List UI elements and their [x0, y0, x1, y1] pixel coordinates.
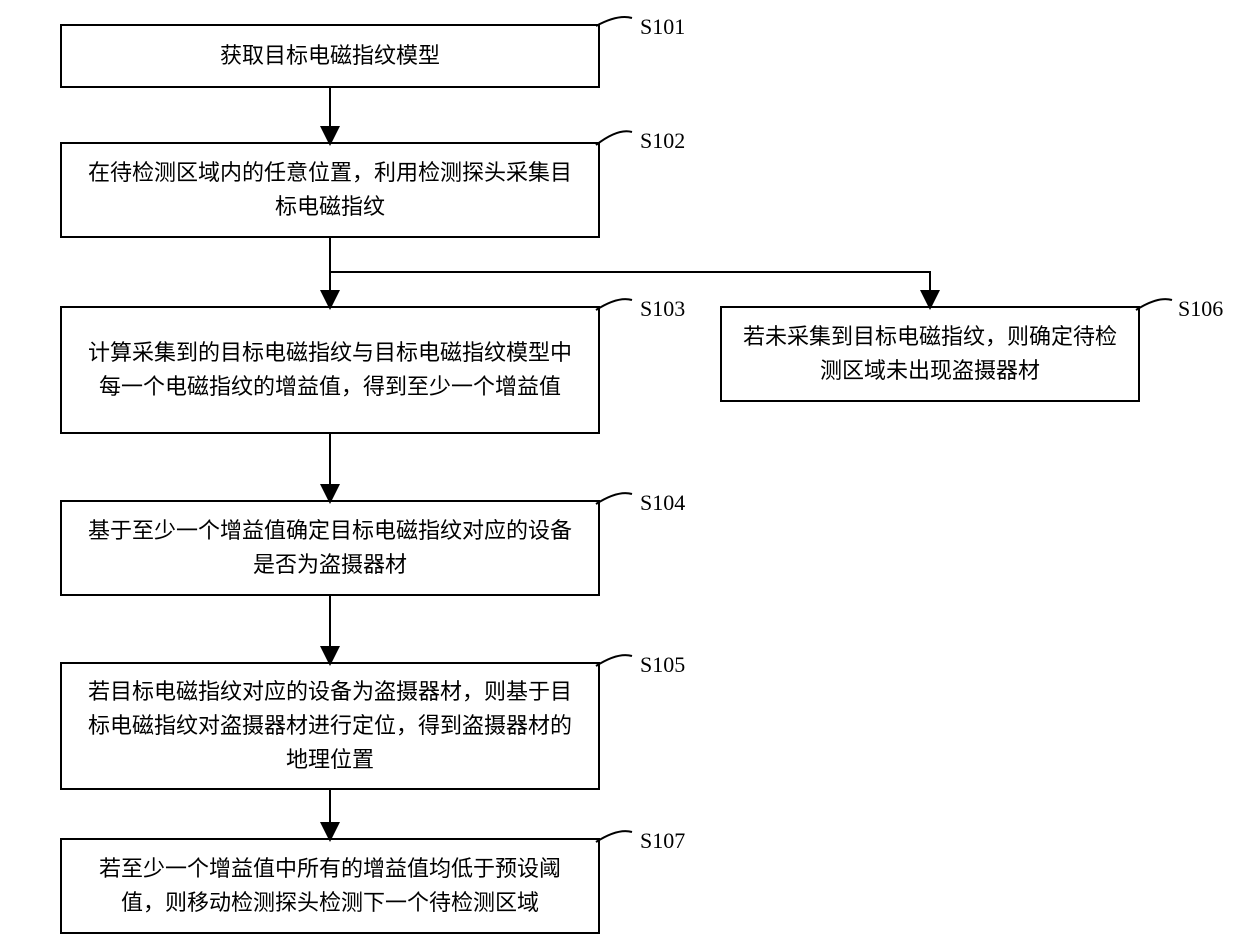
- step-label-s101: S101: [640, 14, 685, 40]
- step-label-s102: S102: [640, 128, 685, 154]
- flow-node-s105-text: 若目标电磁指纹对应的设备为盗摄器材，则基于目标电磁指纹对盗摄器材进行定位，得到盗…: [80, 675, 580, 777]
- flow-node-s106-text: 若未采集到目标电磁指纹，则确定待检测区域未出现盗摄器材: [740, 320, 1120, 388]
- flow-node-s107: 若至少一个增益值中所有的增益值均低于预设阈值，则移动检测探头检测下一个待检测区域: [60, 838, 600, 934]
- flow-node-s107-text: 若至少一个增益值中所有的增益值均低于预设阈值，则移动检测探头检测下一个待检测区域: [80, 852, 580, 920]
- flow-node-s102-text: 在待检测区域内的任意位置，利用检测探头采集目标电磁指纹: [80, 156, 580, 224]
- step-label-s107: S107: [640, 828, 685, 854]
- flow-node-s101-text: 获取目标电磁指纹模型: [220, 39, 440, 73]
- flow-node-s106: 若未采集到目标电磁指纹，则确定待检测区域未出现盗摄器材: [720, 306, 1140, 402]
- flow-node-s104: 基于至少一个增益值确定目标电磁指纹对应的设备是否为盗摄器材: [60, 500, 600, 596]
- step-label-s105: S105: [640, 652, 685, 678]
- flow-node-s105: 若目标电磁指纹对应的设备为盗摄器材，则基于目标电磁指纹对盗摄器材进行定位，得到盗…: [60, 662, 600, 790]
- step-label-s106: S106: [1178, 296, 1223, 322]
- step-label-s103: S103: [640, 296, 685, 322]
- flow-node-s103: 计算采集到的目标电磁指纹与目标电磁指纹模型中每一个电磁指纹的增益值，得到至少一个…: [60, 306, 600, 434]
- flow-node-s104-text: 基于至少一个增益值确定目标电磁指纹对应的设备是否为盗摄器材: [80, 514, 580, 582]
- flow-node-s102: 在待检测区域内的任意位置，利用检测探头采集目标电磁指纹: [60, 142, 600, 238]
- flow-node-s103-text: 计算采集到的目标电磁指纹与目标电磁指纹模型中每一个电磁指纹的增益值，得到至少一个…: [80, 336, 580, 404]
- flow-node-s101: 获取目标电磁指纹模型: [60, 24, 600, 88]
- step-label-s104: S104: [640, 490, 685, 516]
